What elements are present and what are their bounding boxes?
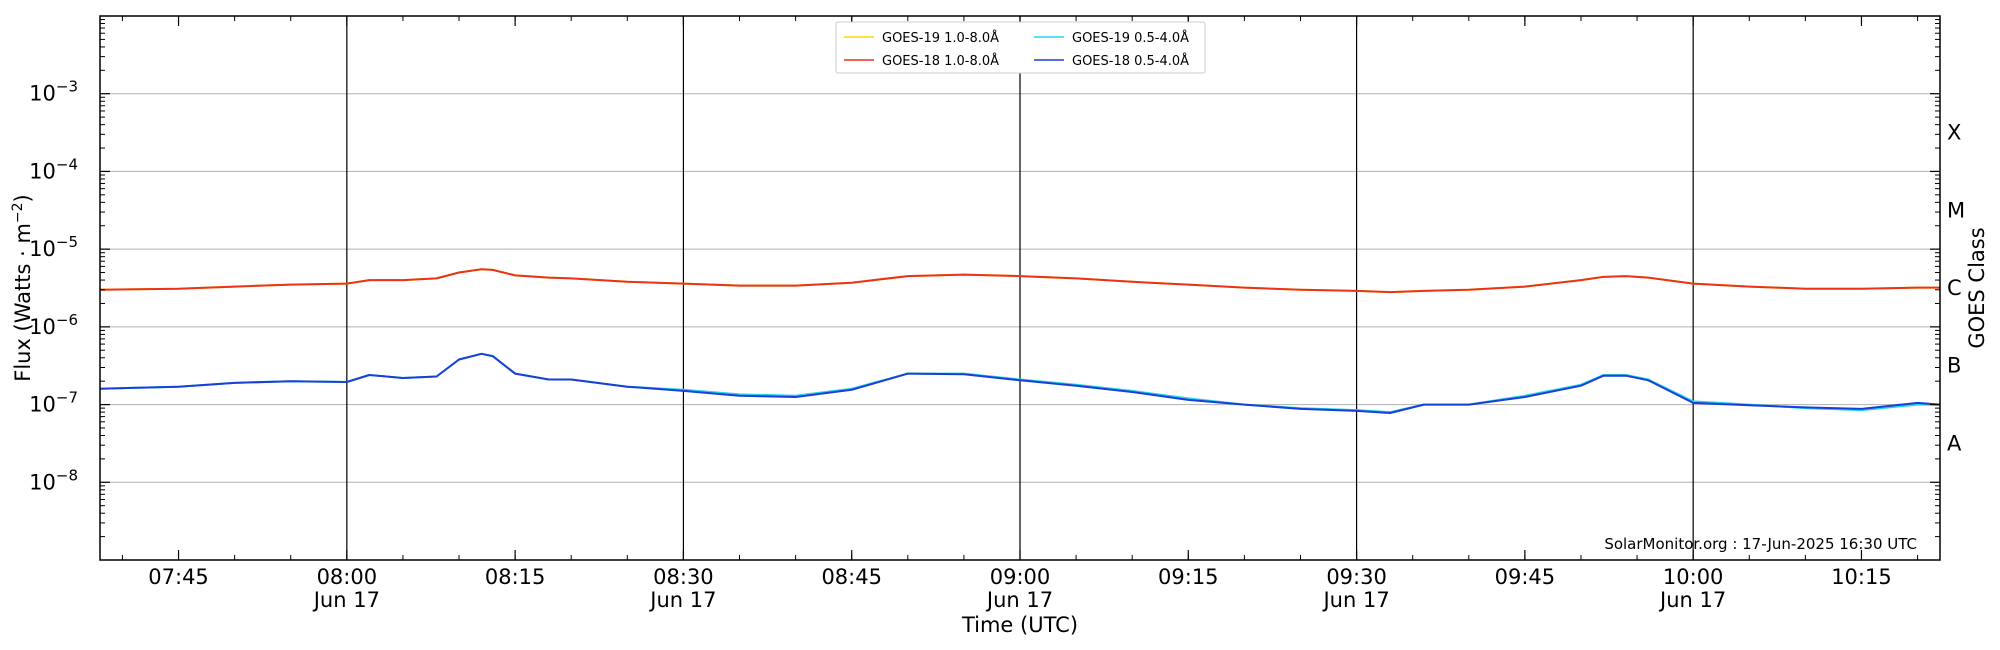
y-tick-base: 10 (29, 159, 56, 183)
legend-label: GOES-18 1.0-8.0Å (882, 53, 999, 69)
x-tick-label-time: 08:15 (485, 565, 546, 589)
x-tick-label-time: 08:45 (821, 565, 882, 589)
y-tick-base: 10 (29, 315, 56, 339)
x-tick-label-time: 10:15 (1831, 565, 1892, 589)
goes-class-label: B (1947, 354, 1961, 378)
goes-class-label: C (1947, 276, 1962, 300)
x-tick-label-date: Jun 17 (312, 588, 380, 612)
x-tick-label-time: 09:00 (990, 565, 1051, 589)
legend-label: GOES-18 0.5-4.0Å (1072, 53, 1189, 69)
y-tick-exponent: −5 (56, 233, 78, 251)
y-tick-base: 10 (29, 470, 56, 494)
goes-class-label: A (1947, 431, 1962, 455)
y-axis-title-close: ) (11, 194, 35, 202)
grid-layer (100, 16, 1940, 560)
x-tick-label-time: 08:00 (317, 565, 378, 589)
legend-label: GOES-19 1.0-8.0Å (882, 30, 999, 46)
x-axis-title: Time (UTC) (961, 613, 1078, 637)
goes-class-label: X (1947, 121, 1961, 145)
y-axis-title: Flux (Watts · m−2) (10, 194, 35, 382)
credit-text: SolarMonitor.org : 17-Jun-2025 16:30 UTC (1604, 535, 1917, 553)
y-axis-title-exponent: −2 (10, 202, 26, 223)
y-tick-label: 10−4 (29, 155, 78, 183)
x-tick-label-time: 09:30 (1326, 565, 1387, 589)
y-tick-exponent: −6 (56, 311, 78, 329)
goes-class-axis-title: GOES Class (1965, 227, 1989, 348)
x-tick-label-time: 10:00 (1663, 565, 1724, 589)
series-layer (99, 268, 1941, 414)
y-tick-exponent: −7 (56, 389, 78, 407)
y-tick-label: 10−7 (29, 389, 78, 417)
goes-class-label: M (1947, 198, 1965, 222)
y-tick-base: 10 (29, 82, 56, 106)
y-tick-base: 10 (29, 237, 56, 261)
legend-box (835, 21, 1206, 74)
y-tick-exponent: −3 (56, 78, 78, 96)
x-tick-label-time: 09:15 (1158, 565, 1219, 589)
x-tick-label-date: Jun 17 (648, 588, 716, 612)
x-tick-label-time: 09:45 (1495, 565, 1556, 589)
series-line (99, 352, 1941, 414)
y-tick-label: 10−3 (29, 78, 78, 106)
x-tick-label-time: 08:30 (653, 565, 714, 589)
y-tick-label: 10−5 (29, 233, 78, 261)
y-tick-label: 10−8 (29, 466, 78, 494)
y-tick-base: 10 (29, 393, 56, 417)
y-tick-label: 10−6 (29, 311, 78, 339)
legend-label: GOES-19 0.5-4.0Å (1072, 30, 1189, 46)
x-tick-label-time: 07:45 (148, 565, 209, 589)
x-tick-label-date: Jun 17 (1658, 588, 1726, 612)
y-tick-exponent: −8 (56, 466, 78, 484)
x-tick-label-date: Jun 17 (985, 588, 1053, 612)
x-tick-label-date: Jun 17 (1321, 588, 1389, 612)
y-tick-exponent: −4 (56, 155, 78, 173)
y-axis-title-main: Flux (Watts · m (11, 223, 35, 382)
series-line (99, 268, 1940, 294)
legend: GOES-19 1.0-8.0Å GOES-18 1.0-8.0Å GOES-19 … (835, 21, 1206, 74)
